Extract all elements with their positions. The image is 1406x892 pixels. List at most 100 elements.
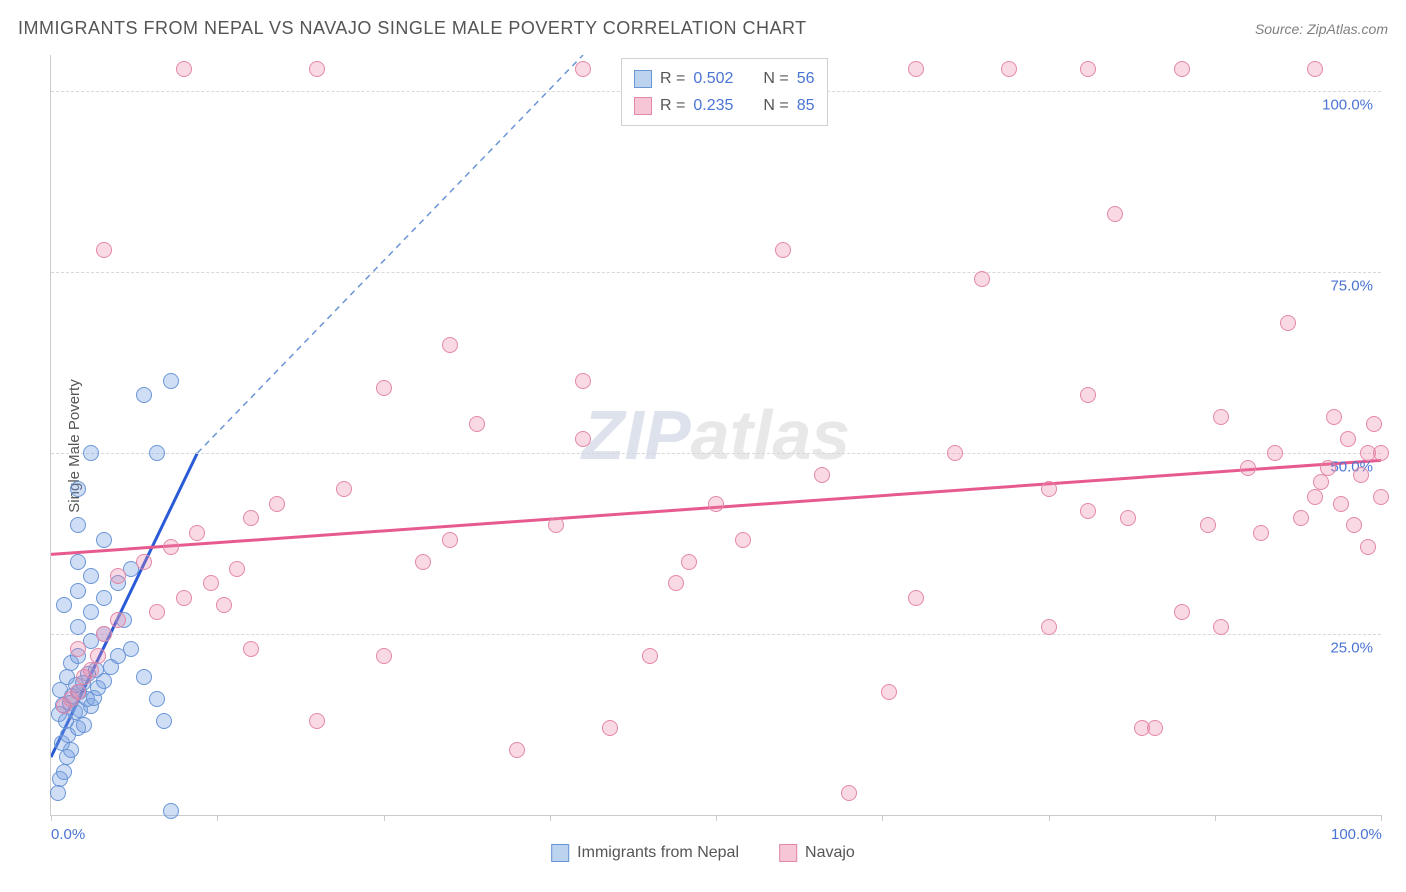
data-point xyxy=(203,575,219,591)
data-point xyxy=(442,532,458,548)
data-point xyxy=(1360,539,1376,555)
legend-swatch xyxy=(779,844,797,862)
data-point xyxy=(1147,720,1163,736)
data-point xyxy=(110,568,126,584)
data-point xyxy=(50,785,66,801)
data-point xyxy=(1200,517,1216,533)
data-point xyxy=(1353,467,1369,483)
data-point xyxy=(1174,61,1190,77)
data-point xyxy=(83,568,99,584)
data-point xyxy=(376,648,392,664)
data-point xyxy=(123,641,139,657)
data-point xyxy=(176,590,192,606)
gridline-h xyxy=(51,634,1381,635)
data-point xyxy=(309,713,325,729)
data-point xyxy=(735,532,751,548)
data-point xyxy=(1307,489,1323,505)
source-label: Source: xyxy=(1255,21,1307,37)
data-point xyxy=(1326,409,1342,425)
data-point xyxy=(156,713,172,729)
scatter-chart: ZIPatlas 25.0%50.0%75.0%100.0%0.0%100.0%… xyxy=(50,55,1381,816)
data-point xyxy=(96,242,112,258)
data-point xyxy=(1240,460,1256,476)
data-point xyxy=(1213,409,1229,425)
data-point xyxy=(908,61,924,77)
source-value: ZipAtlas.com xyxy=(1307,21,1388,37)
data-point xyxy=(243,510,259,526)
data-point xyxy=(1373,445,1389,461)
data-point xyxy=(96,626,112,642)
data-point xyxy=(1080,61,1096,77)
data-point xyxy=(83,445,99,461)
data-point xyxy=(59,669,75,685)
data-point xyxy=(1080,387,1096,403)
data-point xyxy=(1280,315,1296,331)
data-point xyxy=(56,764,72,780)
data-point xyxy=(229,561,245,577)
data-point xyxy=(1313,474,1329,490)
data-point xyxy=(376,380,392,396)
watermark-logo: ZIPatlas xyxy=(582,395,850,475)
y-tick-label: 25.0% xyxy=(1330,640,1373,657)
data-point xyxy=(70,481,86,497)
data-point xyxy=(149,604,165,620)
data-point xyxy=(908,590,924,606)
legend-swatch xyxy=(634,70,652,88)
data-point xyxy=(575,373,591,389)
data-point xyxy=(881,684,897,700)
data-point xyxy=(548,517,564,533)
data-point xyxy=(1346,517,1362,533)
data-point xyxy=(1320,460,1336,476)
data-point xyxy=(163,373,179,389)
data-point xyxy=(96,532,112,548)
legend-series-name: Immigrants from Nepal xyxy=(577,844,739,862)
data-point xyxy=(575,431,591,447)
data-point xyxy=(70,641,86,657)
data-point xyxy=(110,612,126,628)
data-point xyxy=(1120,510,1136,526)
chart-header: IMMIGRANTS FROM NEPAL VS NAVAJO SINGLE M… xyxy=(18,18,1388,39)
x-tick-mark xyxy=(550,815,551,821)
gridline-h xyxy=(51,272,1381,273)
legend-bottom: Immigrants from NepalNavajo xyxy=(551,844,855,862)
data-point xyxy=(668,575,684,591)
data-point xyxy=(336,481,352,497)
data-point xyxy=(1253,525,1269,541)
data-point xyxy=(1340,431,1356,447)
trend-lines-svg xyxy=(51,55,1381,815)
data-point xyxy=(1333,496,1349,512)
source-attribution: Source: ZipAtlas.com xyxy=(1255,21,1388,37)
data-point xyxy=(642,648,658,664)
legend-swatch xyxy=(551,844,569,862)
data-point xyxy=(1293,510,1309,526)
data-point xyxy=(163,803,179,819)
x-tick-mark xyxy=(384,815,385,821)
data-point xyxy=(83,662,99,678)
data-point xyxy=(1307,61,1323,77)
legend-stats-row: R =0.502N =56 xyxy=(634,65,815,92)
x-tick-mark xyxy=(217,815,218,821)
legend-stats-row: R =0.235N =85 xyxy=(634,92,815,119)
data-point xyxy=(1041,481,1057,497)
watermark-prefix: ZIP xyxy=(582,396,691,474)
data-point xyxy=(1267,445,1283,461)
x-tick-mark xyxy=(51,815,52,821)
data-point xyxy=(309,61,325,77)
y-tick-label: 100.0% xyxy=(1322,97,1373,114)
data-point xyxy=(602,720,618,736)
x-tick-mark xyxy=(1215,815,1216,821)
data-point xyxy=(136,387,152,403)
data-point xyxy=(681,554,697,570)
x-tick-mark xyxy=(1381,815,1382,821)
data-point xyxy=(176,61,192,77)
legend-swatch xyxy=(634,97,652,115)
data-point xyxy=(70,619,86,635)
legend-r-value: 0.235 xyxy=(693,92,733,119)
legend-n-value: 56 xyxy=(797,65,815,92)
data-point xyxy=(136,669,152,685)
data-point xyxy=(1213,619,1229,635)
data-point xyxy=(216,597,232,613)
data-point xyxy=(136,554,152,570)
legend-item: Immigrants from Nepal xyxy=(551,844,739,862)
data-point xyxy=(708,496,724,512)
